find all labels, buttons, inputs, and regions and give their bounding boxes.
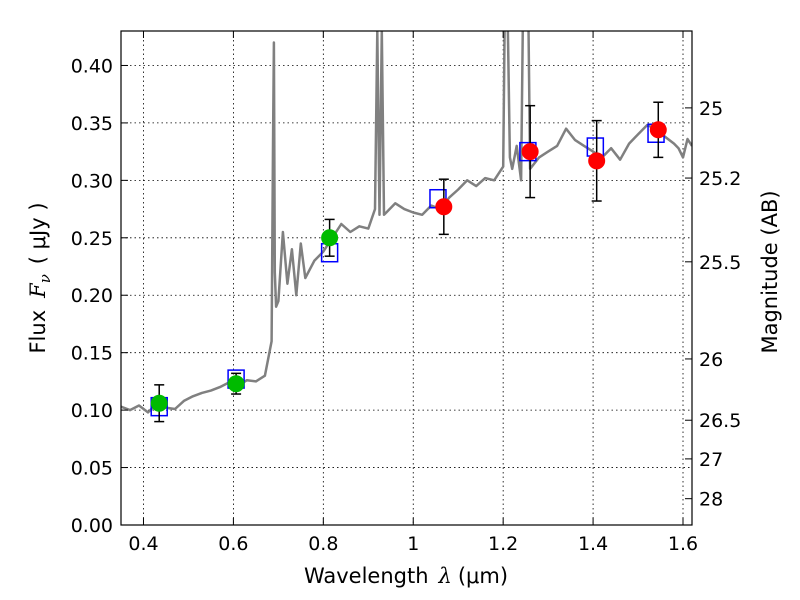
y-tick-label: 0.05 xyxy=(71,458,113,480)
x-axis-symbol: λ xyxy=(438,564,452,588)
magnitude-tick-label: 26 xyxy=(699,349,723,371)
x-tick-label: 1.2 xyxy=(488,533,518,555)
observed-point xyxy=(150,394,168,412)
x-axis-label-text: Wavelength xyxy=(304,564,429,588)
y-axis-label-text: Flux xyxy=(26,310,50,354)
y-tick-label: 0.30 xyxy=(71,170,113,192)
x-tick-label: 1 xyxy=(407,533,419,555)
magnitude-tick-label: 27 xyxy=(699,449,723,471)
y-tick-label: 0.35 xyxy=(71,113,113,135)
y-tick-label: 0.25 xyxy=(71,228,113,250)
magnitude-tick-label: 25.2 xyxy=(699,168,741,190)
y-axis-subscript: ν xyxy=(36,274,54,283)
magnitude-tick-label: 25.5 xyxy=(699,252,741,274)
x-axis-label: Wavelength λ (μm) xyxy=(304,564,508,588)
y-axis-unit: ( μJy ) xyxy=(26,202,50,264)
y-tick-label: 0.40 xyxy=(71,55,113,77)
y-tick-label: 0.20 xyxy=(71,285,113,307)
observed-point xyxy=(521,143,539,161)
magnitude-tick-label: 28 xyxy=(699,489,723,511)
y-tick-label: 0.10 xyxy=(71,400,113,422)
x-tick-label: 0.4 xyxy=(128,533,158,555)
plot-area xyxy=(121,31,692,423)
observed-point xyxy=(649,121,667,139)
plot-frame xyxy=(120,30,693,526)
model-spectrum-line xyxy=(121,31,692,414)
y-tick-label: 0.15 xyxy=(71,343,113,365)
y-tick-label: 0.00 xyxy=(71,515,113,537)
observed-point xyxy=(321,229,339,247)
observed-point xyxy=(227,375,245,393)
x-axis-unit: (μm) xyxy=(458,564,508,588)
magnitude-axis-label: Magnitude (AB) xyxy=(758,190,782,353)
axis-ticks xyxy=(121,31,692,526)
x-tick-label: 1.4 xyxy=(578,533,608,555)
y-axis-symbol: F xyxy=(26,282,50,299)
y-axis-label: Flux Fν ( μJy ) xyxy=(26,202,54,353)
x-tick-label: 1.6 xyxy=(668,533,698,555)
observed-point xyxy=(588,152,606,170)
observed-point xyxy=(435,198,453,216)
magnitude-tick-label: 26.5 xyxy=(699,410,741,432)
x-tick-label: 0.6 xyxy=(218,533,248,555)
grid xyxy=(121,31,692,526)
x-tick-label: 0.8 xyxy=(308,533,338,555)
magnitude-tick-label: 25 xyxy=(699,98,723,120)
